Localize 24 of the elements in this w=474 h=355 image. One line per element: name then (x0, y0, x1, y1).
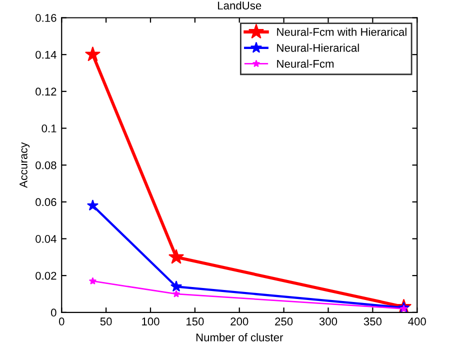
x-tick-label: 250 (275, 318, 293, 326)
x-tick-label: 100 (142, 318, 160, 326)
x-tick-label: 0 (58, 318, 64, 326)
y-tick-label: 0.04 (36, 235, 56, 243)
chart-title: LandUse (218, 1, 262, 10)
x-axis-title: Number of cluster (196, 333, 284, 342)
y-tick-label: 0.06 (36, 198, 56, 206)
y-tick-label: 0.08 (36, 161, 56, 170)
y-tick-label: 0.1 (42, 124, 56, 132)
x-tick-label: 200 (230, 318, 248, 326)
legend-label: Neural-Fcm (277, 60, 334, 68)
legend-label: Neural-Hierarical (277, 44, 359, 52)
y-tick-label: 0.14 (36, 50, 56, 59)
x-tick-label: 350 (364, 318, 382, 326)
y-axis-title: Accuracy (20, 142, 30, 188)
y-tick-label: 0 (51, 308, 56, 317)
x-tick-label: 150 (186, 318, 204, 326)
y-tick-label: 0.16 (36, 14, 56, 22)
legend-label: Neural-Fcm with Hierarical (277, 28, 406, 36)
x-tick-label: 300 (319, 318, 338, 326)
x-tick-label: 50 (100, 318, 112, 326)
x-tick-label: 400 (408, 318, 426, 326)
y-tick-label: 0.12 (36, 88, 56, 96)
y-tick-label: 0.02 (36, 272, 56, 280)
